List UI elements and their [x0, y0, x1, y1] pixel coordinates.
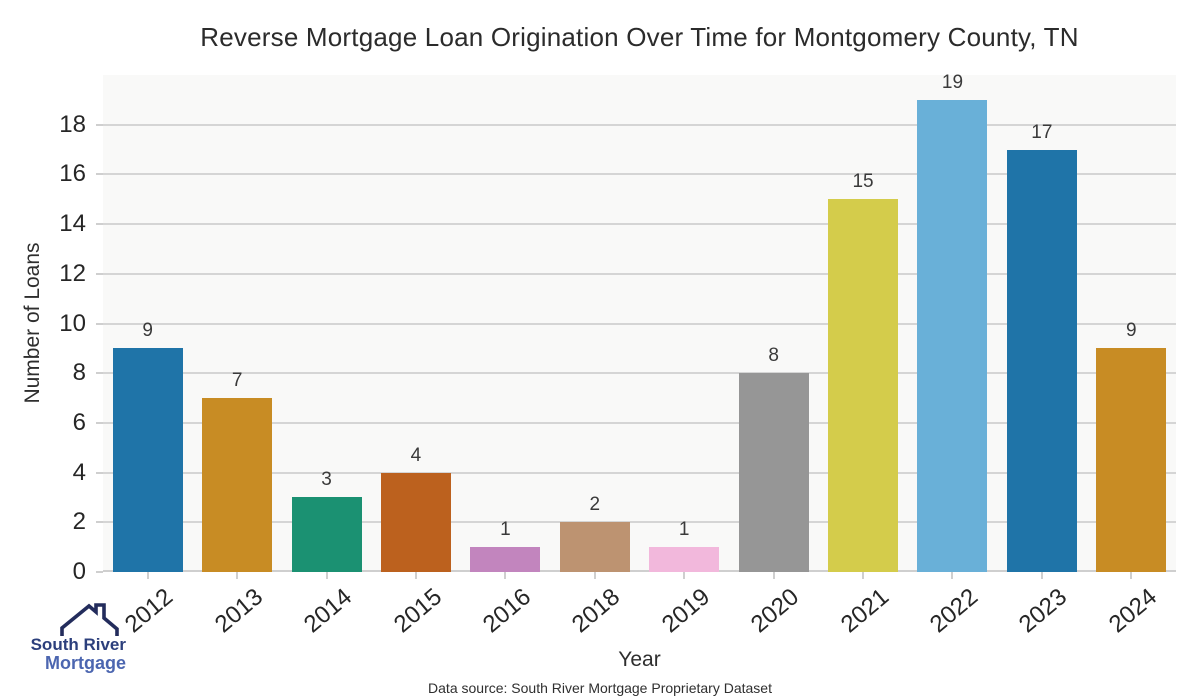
y-tick-label-8: 8 — [72, 359, 86, 387]
y-tick-mark-4 — [96, 471, 103, 474]
gridline-y-8 — [103, 372, 1176, 375]
x-tick-mark-2012 — [146, 572, 149, 579]
y-tick-label-12: 12 — [59, 259, 86, 287]
y-tick-label-18: 18 — [59, 110, 86, 138]
bar-2015 — [380, 472, 451, 572]
bar-2013 — [202, 398, 273, 572]
bar-value-label-2015: 4 — [410, 444, 422, 466]
bar-value-label-2018: 2 — [589, 494, 601, 516]
bar-value-label-2022: 19 — [941, 71, 964, 93]
x-tick-mark-2019 — [683, 572, 686, 579]
x-tick-mark-2024 — [1130, 572, 1133, 579]
bar-2023 — [1006, 149, 1077, 572]
gridline-y-4 — [103, 471, 1176, 474]
y-tick-label-10: 10 — [59, 309, 86, 337]
bar-2019 — [649, 547, 720, 572]
house-roof-icon — [60, 603, 119, 636]
x-tick-mark-2014 — [325, 572, 328, 579]
x-axis-line — [103, 570, 1176, 572]
y-tick-mark-10 — [96, 322, 103, 325]
x-tick-label-2024: 2024 — [1103, 583, 1163, 639]
bar-value-label-2020: 8 — [768, 345, 779, 367]
y-tick-mark-18 — [96, 123, 103, 126]
bar-value-label-2023: 17 — [1031, 121, 1053, 143]
logo-text-mortgage: Mortgage — [45, 653, 126, 673]
x-tick-label-2021: 2021 — [835, 583, 894, 639]
y-tick-mark-8 — [96, 372, 103, 375]
x-tick-mark-2015 — [414, 572, 417, 579]
bar-2016 — [470, 547, 541, 572]
bar-value-label-2021: 15 — [852, 171, 874, 193]
x-tick-label-2015: 2015 — [388, 583, 447, 639]
y-tick-label-2: 2 — [72, 508, 86, 536]
x-tick-label-2014: 2014 — [299, 583, 358, 639]
bar-2018 — [559, 522, 630, 572]
data-source-note: Data source: South River Mortgage Propri… — [428, 680, 772, 696]
y-tick-label-16: 16 — [59, 160, 86, 188]
x-axis-title: Year — [618, 648, 661, 671]
bar-value-label-2012: 9 — [142, 320, 153, 342]
bar-2024 — [1096, 348, 1167, 572]
x-tick-mark-2020 — [772, 572, 775, 579]
chart-title: Reverse Mortgage Loan Origination Over T… — [200, 22, 1079, 52]
bar-2021 — [828, 199, 899, 572]
y-tick-mark-16 — [96, 173, 103, 176]
x-tick-label-2018: 2018 — [567, 583, 626, 639]
y-tick-mark-6 — [96, 421, 103, 424]
x-tick-label-2012: 2012 — [120, 583, 179, 639]
bar-value-label-2013: 7 — [231, 370, 243, 392]
y-tick-label-4: 4 — [72, 458, 86, 486]
x-tick-mark-2016 — [504, 572, 507, 579]
x-tick-mark-2023 — [1040, 572, 1043, 579]
x-tick-label-2013: 2013 — [209, 583, 268, 639]
y-tick-label-0: 0 — [72, 558, 86, 585]
bar-2014 — [291, 497, 362, 572]
x-tick-label-2022: 2022 — [924, 583, 984, 639]
gridline-y-6 — [103, 421, 1176, 424]
y-tick-mark-12 — [96, 272, 103, 275]
plot-area: 9 7 3 4 1 2 1 8 15 19 17 9 — [103, 71, 1176, 572]
y-tick-label-14: 14 — [59, 210, 86, 238]
logo-text-south-river: South River — [30, 635, 126, 654]
bar-2012 — [112, 348, 183, 572]
y-tick-mark-2 — [96, 521, 103, 524]
x-tick-label-2023: 2023 — [1014, 583, 1073, 639]
x-tick-mark-2021 — [862, 572, 865, 579]
bar-value-label-2019: 1 — [678, 519, 690, 541]
gridline-y-14 — [103, 223, 1176, 226]
bar-value-label-2014: 3 — [321, 469, 332, 491]
y-tick-label-6: 6 — [72, 408, 86, 436]
gridline-y-2 — [103, 521, 1176, 524]
x-tick-mark-2022 — [951, 572, 954, 579]
x-tick-label-2016: 2016 — [477, 583, 537, 639]
x-tick-label-2019: 2019 — [656, 583, 715, 639]
bar-value-label-2024: 9 — [1125, 320, 1137, 342]
y-tick-mark-14 — [96, 223, 103, 226]
gridline-y-10 — [103, 322, 1176, 325]
bar-value-label-2016: 1 — [500, 519, 511, 541]
x-tick-mark-2013 — [236, 572, 239, 579]
gridline-y-18 — [103, 123, 1176, 126]
gridline-y-12 — [103, 272, 1176, 275]
bar-2022 — [917, 99, 988, 572]
y-tick-mark-0 — [96, 571, 103, 573]
bar-2020 — [738, 373, 809, 572]
gridline-y-16 — [103, 173, 1176, 176]
x-tick-label-2020: 2020 — [746, 583, 805, 639]
x-tick-mark-2018 — [593, 572, 596, 579]
south-river-mortgage-logo: South River Mortgage — [14, 602, 126, 673]
